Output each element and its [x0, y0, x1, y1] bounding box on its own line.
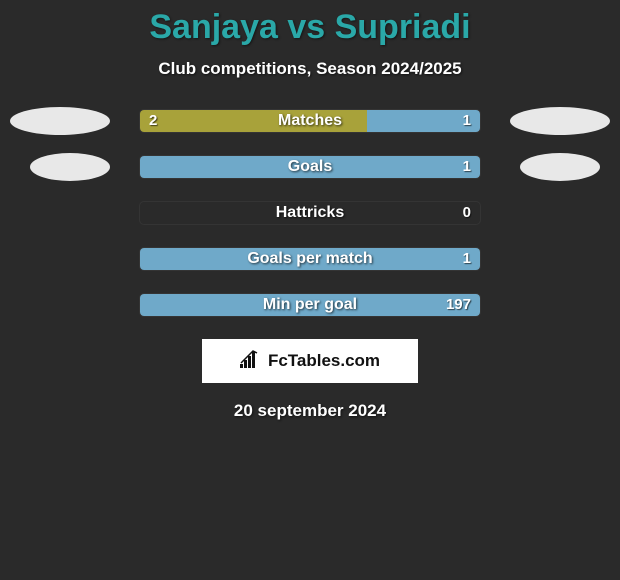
stat-row: 197 Min per goal	[139, 293, 481, 317]
player-right-avatar-2	[520, 153, 600, 181]
stat-row: 1 Goals	[139, 155, 481, 179]
date-label: 20 september 2024	[0, 401, 620, 421]
bar-right	[140, 294, 480, 316]
value-right: 1	[463, 155, 471, 179]
chart-area: 2 1 Matches 1 Goals 0 Hattricks	[0, 109, 620, 317]
value-right: 0	[463, 201, 471, 225]
comparison-widget: Sanjaya vs Supriadi Club competitions, S…	[0, 0, 620, 421]
value-left: 2	[149, 109, 157, 133]
bar-track	[139, 293, 481, 317]
page-title: Sanjaya vs Supriadi	[0, 8, 620, 47]
stat-row: 2 1 Matches	[139, 109, 481, 133]
value-right: 1	[463, 109, 471, 133]
bar-track	[139, 247, 481, 271]
stat-row: 1 Goals per match	[139, 247, 481, 271]
player-left-avatar	[10, 107, 110, 135]
value-right: 1	[463, 247, 471, 271]
bar-right	[140, 156, 480, 178]
subtitle: Club competitions, Season 2024/2025	[0, 59, 620, 79]
bar-left	[140, 110, 367, 132]
value-right: 197	[446, 293, 471, 317]
bar-right	[140, 248, 480, 270]
player-right-avatar	[510, 107, 610, 135]
player-left-avatar-2	[30, 153, 110, 181]
bar-track	[139, 155, 481, 179]
chart-icon	[240, 350, 262, 373]
bar-track	[139, 201, 481, 225]
bar-track	[139, 109, 481, 133]
site-label: FcTables.com	[268, 351, 380, 371]
site-attribution[interactable]: FcTables.com	[202, 339, 418, 383]
stat-row: 0 Hattricks	[139, 201, 481, 225]
